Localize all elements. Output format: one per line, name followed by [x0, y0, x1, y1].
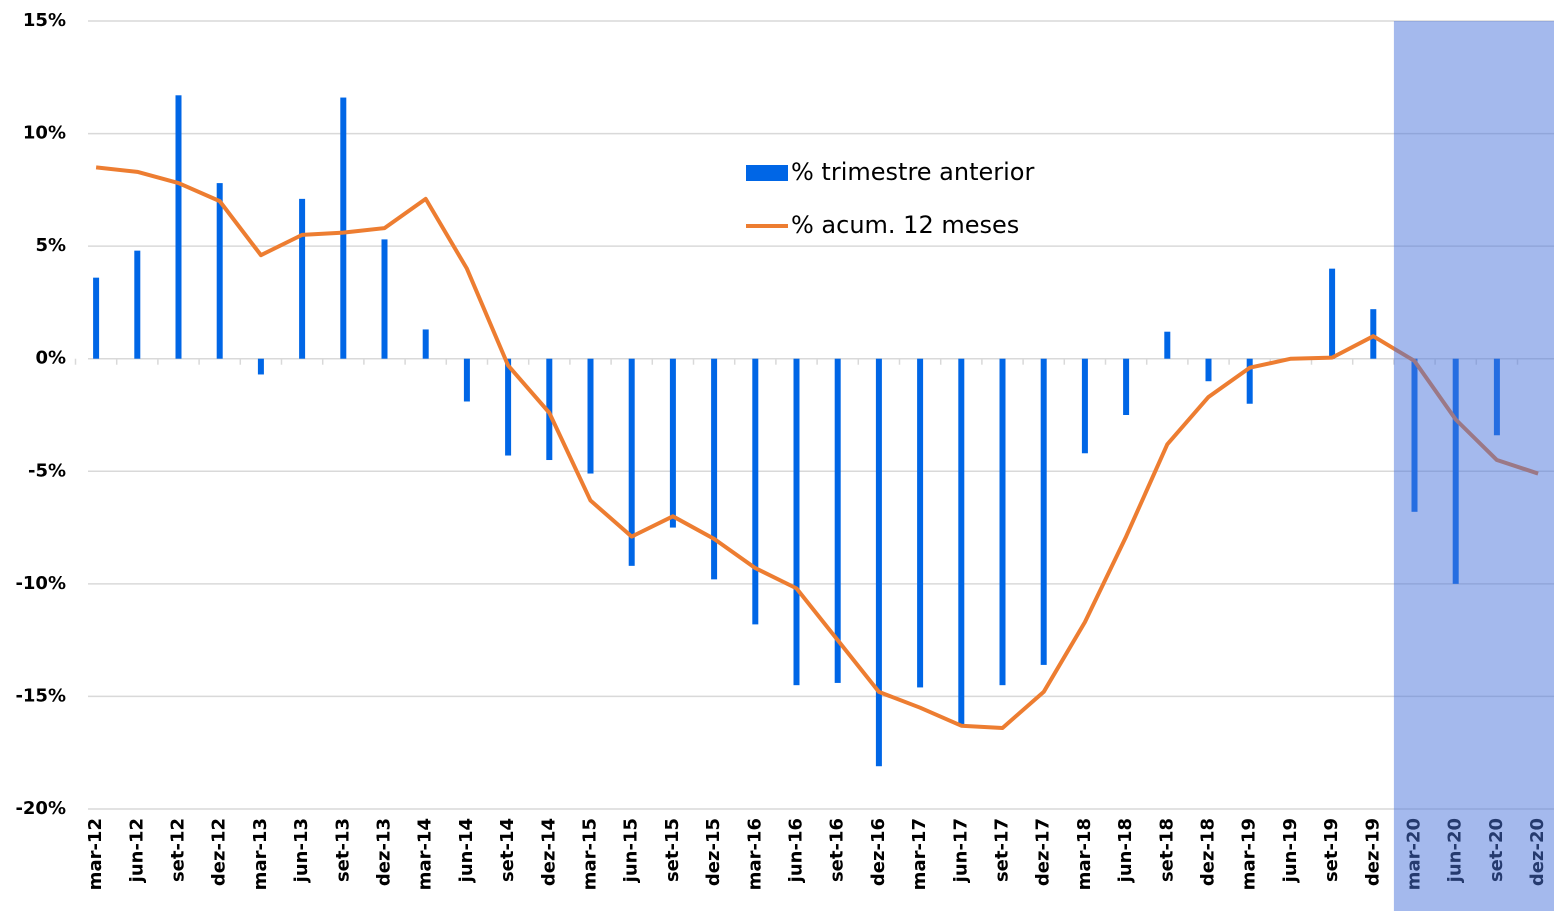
- highlight-region: [1393, 21, 1554, 911]
- bar: [340, 97, 347, 359]
- bar: [793, 358, 800, 686]
- x-tick-label: dez-14: [538, 818, 559, 886]
- line: [95, 165, 1539, 730]
- bar: [463, 358, 470, 402]
- x-tick-label: set-18: [1156, 818, 1177, 882]
- bar: [999, 358, 1006, 686]
- y-tick-label: -10%: [15, 573, 66, 594]
- bar: [299, 198, 306, 359]
- x-tick-label: mar-13: [250, 818, 271, 890]
- y-tick-label: 10%: [23, 123, 66, 144]
- x-tick-label: mar-16: [744, 818, 765, 890]
- bar: [669, 358, 676, 528]
- x-tick-label: mar-15: [580, 818, 601, 890]
- x-tick-label: jun-17: [950, 818, 971, 883]
- x-tick-label: mar-12: [85, 818, 106, 890]
- x-tick-label: jun-19: [1280, 818, 1301, 883]
- legend-swatch: [746, 165, 788, 181]
- bar: [216, 183, 223, 359]
- bar: [1164, 331, 1171, 359]
- bar: [546, 358, 553, 461]
- bar: [1370, 309, 1377, 359]
- x-tick-label: dez-19: [1362, 818, 1383, 886]
- x-tick-label: set-17: [992, 818, 1013, 882]
- x-tick-label: set-15: [662, 818, 683, 882]
- x-tick-label: dez-13: [374, 818, 395, 886]
- x-tick-label: dez-16: [868, 818, 889, 886]
- bar: [1123, 358, 1130, 415]
- bar: [134, 250, 141, 359]
- x-tick-label: set-19: [1321, 818, 1342, 882]
- x-tick-label: set-16: [827, 818, 848, 882]
- x-tick-label: mar-19: [1239, 818, 1260, 890]
- bar: [1246, 358, 1253, 404]
- bar: [711, 358, 718, 580]
- x-tick-label: jun-15: [621, 818, 642, 883]
- y-tick-label: -15%: [15, 685, 66, 706]
- bar: [381, 239, 388, 359]
- x-tick-label: dez-18: [1198, 818, 1219, 886]
- x-tick-label: set-13: [332, 818, 353, 882]
- bar: [1205, 358, 1212, 382]
- y-tick-label: 5%: [35, 235, 66, 256]
- bar: [752, 358, 759, 625]
- y-tick-label: 0%: [35, 348, 66, 369]
- bar: [875, 358, 882, 767]
- bar: [1040, 358, 1047, 665]
- x-tick-label: dez-17: [1033, 818, 1054, 886]
- bar: [917, 358, 924, 688]
- legend-label: % trimestre anterior: [791, 158, 1034, 186]
- bar: [958, 358, 965, 726]
- x-tick-label: jun-14: [456, 818, 477, 883]
- x-tick-label: mar-14: [415, 818, 436, 890]
- x-tick-label: dez-12: [209, 818, 230, 886]
- bar: [834, 358, 841, 683]
- bar: [1081, 358, 1088, 454]
- x-tick-label: dez-15: [703, 818, 724, 886]
- x-tick-label: set-14: [497, 818, 518, 882]
- bar: [587, 358, 594, 474]
- x-tick-label: mar-17: [909, 818, 930, 890]
- x-tick-label: jun-16: [786, 818, 807, 883]
- x-tick-label: jun-13: [291, 818, 312, 883]
- legend-label: % acum. 12 meses: [791, 211, 1019, 239]
- y-tick-label: -20%: [15, 798, 66, 819]
- y-tick-label: -5%: [28, 460, 66, 481]
- x-tick-label: mar-18: [1074, 818, 1095, 890]
- bar: [93, 277, 100, 359]
- bar: [1329, 268, 1336, 359]
- bar: [257, 358, 264, 375]
- x-tick-label: jun-12: [126, 818, 147, 883]
- y-tick-label: 15%: [23, 10, 66, 31]
- bar: [175, 95, 182, 359]
- x-tick-label: set-12: [168, 818, 189, 882]
- bar: [505, 358, 512, 456]
- x-tick-label: jun-18: [1115, 818, 1136, 883]
- bar: [422, 329, 429, 359]
- bar: [628, 358, 635, 566]
